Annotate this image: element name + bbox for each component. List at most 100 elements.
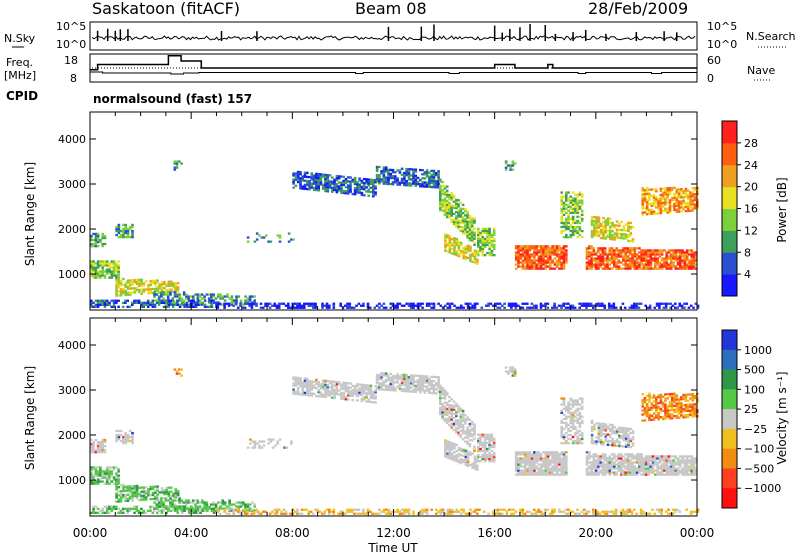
echo-cell [445,421,449,425]
echo-cell [163,493,166,496]
echo-cell [571,399,575,402]
echo-cell [565,409,568,412]
echo-cell [160,501,163,504]
echo-cell [124,437,127,441]
echo-cell [430,383,433,387]
echo-cell [194,509,198,512]
echo-cell [576,413,579,416]
echo-cell [149,487,152,491]
echo-cell [105,507,109,510]
echo-cell [651,251,655,254]
echo-cell [462,450,465,454]
echo-cell [490,249,494,253]
echo-cell [90,245,93,248]
echo-cell [117,474,120,477]
echo-cell [576,429,579,433]
echo-cell [663,261,666,264]
echo-cell [668,207,672,210]
echo-cell [167,303,170,306]
echo-cell [344,177,348,181]
echo-cell [446,302,449,305]
echo-cell [603,467,607,470]
echo-cell [349,186,352,189]
echo-cell [414,380,418,383]
echo-cell [103,444,107,448]
echo-cell [647,259,650,262]
echo-cell [430,391,433,395]
echo-cell [156,289,159,292]
echo-cell [615,230,619,233]
echo-cell [571,417,575,420]
echo-cell [414,178,418,181]
echo-cell [298,302,301,305]
echo-cell [571,219,575,223]
echo-cell [343,304,347,307]
echo-cell [122,289,125,293]
echo-cell [403,171,406,175]
echo-cell [677,206,681,209]
echo-cell [537,473,541,476]
echo-cell [613,461,616,464]
echo-cell [560,431,563,435]
echo-cell [565,405,568,408]
echo-cell [452,200,456,203]
echo-cell [235,501,238,504]
echo-cell [594,467,598,470]
echo-cell [221,295,225,298]
echo-cell [171,297,174,300]
echo-cell [590,257,593,260]
echo-cell [171,505,175,508]
echo-cell [160,487,164,490]
echo-cell [647,255,650,258]
echo-cell [140,511,143,514]
echo-cell [663,265,666,268]
echo-cell [468,218,472,222]
echo-cell [403,173,406,177]
echo-cell [590,469,593,472]
echo-cell [445,193,449,196]
echo-cell [346,304,349,307]
echo-cell [443,199,447,202]
echo-cell [611,221,614,225]
echo-cell [615,247,618,250]
echo-cell [349,182,352,185]
echo-cell [101,234,104,238]
echo-cell [165,282,168,286]
echo-cell [514,263,518,266]
echo-cell [695,263,698,266]
echo-cell [622,465,625,468]
echo-cell [99,442,102,446]
noise-tick-upper-right: 10^5 [707,20,737,33]
echo-cell [576,225,579,229]
echo-cell [400,173,404,176]
echo-cell [396,181,399,184]
echo-cell [90,451,93,454]
echo-cell [479,237,482,241]
echo-cell [470,237,474,240]
echo-cell [367,398,370,401]
echo-cell [679,253,682,256]
echo-cell [333,390,336,394]
echo-cell [537,471,541,474]
echo-cell [674,257,678,260]
echo-cell [606,259,609,262]
echo-cell [414,170,418,173]
echo-cell [494,304,497,307]
echo-cell [576,236,579,239]
echo-cell [365,394,368,397]
echo-cell [461,413,465,417]
echo-cell [156,487,159,490]
echo-cell [326,174,330,177]
echo-cell [173,291,177,294]
echo-cell [590,223,594,227]
echo-cell [574,427,577,431]
echo-cell [115,496,118,499]
echo-cell [560,209,563,212]
echo-cell [443,391,447,394]
echo-cell [588,471,591,474]
echo-cell [652,204,656,207]
echo-cell [396,375,399,378]
echo-cell [635,253,639,256]
echo-cell [693,189,697,192]
station-title: Saskatoon (fitACF) [92,0,240,18]
